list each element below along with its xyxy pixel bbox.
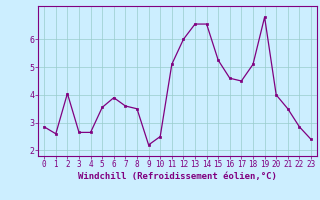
X-axis label: Windchill (Refroidissement éolien,°C): Windchill (Refroidissement éolien,°C) <box>78 172 277 181</box>
